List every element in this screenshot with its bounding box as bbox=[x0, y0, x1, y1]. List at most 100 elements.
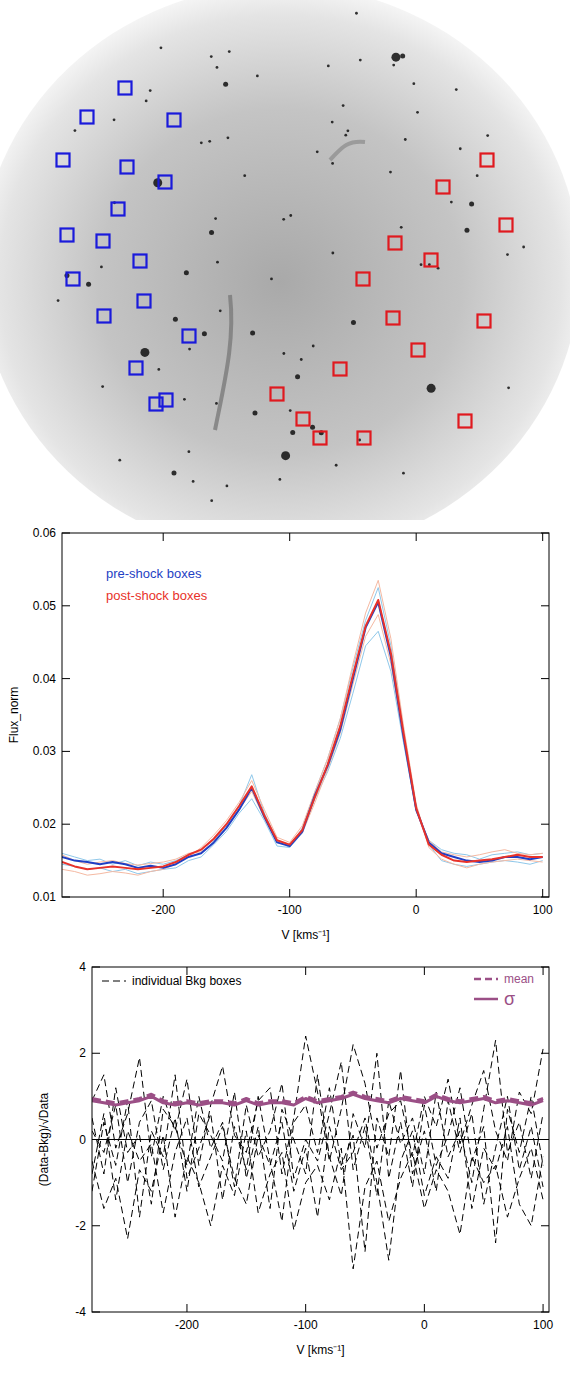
star bbox=[113, 118, 116, 121]
series-line bbox=[62, 600, 543, 869]
star bbox=[392, 64, 395, 67]
star bbox=[282, 218, 285, 221]
star bbox=[358, 439, 361, 442]
box-marker bbox=[334, 363, 347, 376]
box-marker bbox=[271, 388, 284, 401]
x-axis-title: V [kms⁻¹] bbox=[282, 928, 330, 942]
box-marker bbox=[119, 82, 132, 95]
star bbox=[469, 201, 474, 206]
star bbox=[100, 265, 103, 268]
y-tick bbox=[92, 1225, 100, 1226]
x-tick-label: 0 bbox=[421, 1318, 428, 1332]
y-tick bbox=[541, 824, 549, 825]
box-marker bbox=[168, 114, 181, 127]
star bbox=[522, 246, 525, 249]
star bbox=[74, 129, 77, 132]
y-tick bbox=[92, 1139, 100, 1140]
y-tick bbox=[541, 1225, 549, 1226]
filament bbox=[330, 142, 365, 160]
star bbox=[118, 459, 121, 462]
box-marker bbox=[81, 111, 94, 124]
y-tick bbox=[92, 1053, 100, 1054]
star bbox=[310, 425, 315, 430]
y-axis-title: Flux_norm bbox=[7, 687, 21, 744]
star bbox=[335, 464, 338, 467]
star bbox=[412, 82, 415, 85]
star bbox=[331, 162, 334, 165]
x-tick bbox=[416, 533, 417, 541]
star bbox=[101, 385, 104, 388]
y-tick-label: -4 bbox=[75, 1305, 86, 1319]
x-tick bbox=[305, 967, 306, 975]
legend-swatch bbox=[102, 981, 126, 982]
y-tick-label: 0.05 bbox=[33, 599, 57, 613]
box-marker bbox=[500, 219, 513, 232]
star bbox=[149, 89, 152, 92]
legend-label: mean bbox=[504, 972, 534, 986]
star bbox=[188, 348, 191, 351]
star bbox=[344, 134, 347, 137]
box-marker bbox=[437, 181, 450, 194]
star bbox=[455, 88, 458, 91]
star bbox=[209, 230, 214, 235]
star bbox=[327, 64, 330, 67]
box-marker bbox=[159, 176, 172, 189]
star bbox=[400, 226, 403, 229]
x-tick-label: -100 bbox=[278, 903, 302, 917]
y-tick-label: 0.03 bbox=[33, 744, 57, 758]
box-marker bbox=[387, 312, 400, 325]
data-lines bbox=[62, 580, 543, 875]
legend-label: pre-shock boxes bbox=[106, 566, 202, 581]
star bbox=[250, 330, 255, 335]
y-axis-title: (Data-Bkg)/√Data bbox=[37, 1093, 51, 1187]
x-tick-label: 0 bbox=[413, 903, 420, 917]
x-tick bbox=[542, 533, 543, 541]
star bbox=[506, 253, 509, 256]
y-tick-label: 2 bbox=[79, 1046, 86, 1060]
legend-label: σ bbox=[504, 989, 515, 1009]
y-tick bbox=[541, 1312, 549, 1313]
y-tick bbox=[541, 533, 549, 534]
star bbox=[404, 138, 407, 141]
star bbox=[355, 12, 358, 15]
x-tick bbox=[163, 889, 164, 897]
star bbox=[223, 82, 228, 87]
frame bbox=[62, 533, 549, 897]
star bbox=[400, 53, 405, 58]
box-marker bbox=[98, 310, 111, 323]
x-tick bbox=[163, 533, 164, 541]
star bbox=[216, 66, 219, 69]
box-marker bbox=[358, 432, 371, 445]
y-tick-label: 0.06 bbox=[33, 526, 57, 540]
star bbox=[226, 485, 229, 488]
box-marker bbox=[130, 362, 143, 375]
zero-line bbox=[92, 1139, 549, 1140]
star bbox=[391, 53, 400, 62]
star bbox=[331, 252, 334, 255]
star bbox=[192, 480, 195, 483]
x-tick bbox=[424, 1304, 425, 1312]
star bbox=[300, 358, 303, 361]
plot-area bbox=[92, 967, 549, 1312]
star bbox=[173, 317, 178, 322]
star bbox=[210, 55, 213, 58]
star bbox=[140, 348, 149, 357]
star bbox=[145, 100, 148, 103]
star bbox=[157, 368, 160, 371]
x-tick bbox=[186, 1304, 187, 1312]
box-marker bbox=[389, 237, 402, 250]
box-marker bbox=[138, 295, 151, 308]
panel: -200-1000100-4-2024V [kms⁻¹](Data-Bkg)/√… bbox=[37, 960, 553, 1357]
star bbox=[200, 141, 203, 144]
x-tick bbox=[416, 889, 417, 897]
star bbox=[359, 59, 362, 62]
box-marker bbox=[97, 235, 110, 248]
box-marker bbox=[183, 330, 196, 343]
star bbox=[256, 75, 259, 78]
box-marker bbox=[459, 415, 472, 428]
y-tick bbox=[62, 897, 70, 898]
box-marker bbox=[357, 273, 370, 286]
star bbox=[243, 174, 246, 177]
star bbox=[402, 472, 405, 475]
box-marker bbox=[412, 344, 425, 357]
